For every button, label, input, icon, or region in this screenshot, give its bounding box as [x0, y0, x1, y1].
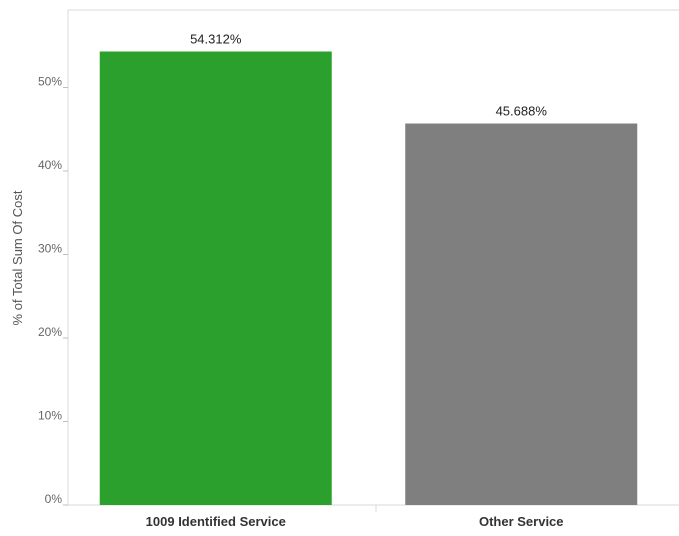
bar-value-label: 54.312% [190, 31, 242, 46]
y-tick-label: 30% [38, 242, 62, 256]
x-category-label: Other Service [479, 514, 564, 529]
bars-group [99, 51, 638, 506]
y-axis-title: % of Total Sum Of Cost [10, 190, 25, 325]
bar [99, 51, 332, 505]
y-tick-label: 20% [38, 325, 62, 339]
y-axis-ticks: 0% 10% 20% 30% 40% 50% [38, 75, 68, 506]
y-tick-label: 40% [38, 158, 62, 172]
bar-value-label: 45.688% [496, 104, 548, 119]
bar [405, 123, 638, 506]
y-tick-label: 10% [38, 409, 62, 423]
x-category-label: 1009 Identified Service [146, 514, 286, 529]
category-labels-group: 1009 Identified Service Other Service [146, 514, 564, 529]
y-tick-label: 50% [38, 75, 62, 89]
y-tick-label: 0% [45, 492, 63, 506]
value-labels-group: 54.312% 45.688% [190, 31, 547, 118]
